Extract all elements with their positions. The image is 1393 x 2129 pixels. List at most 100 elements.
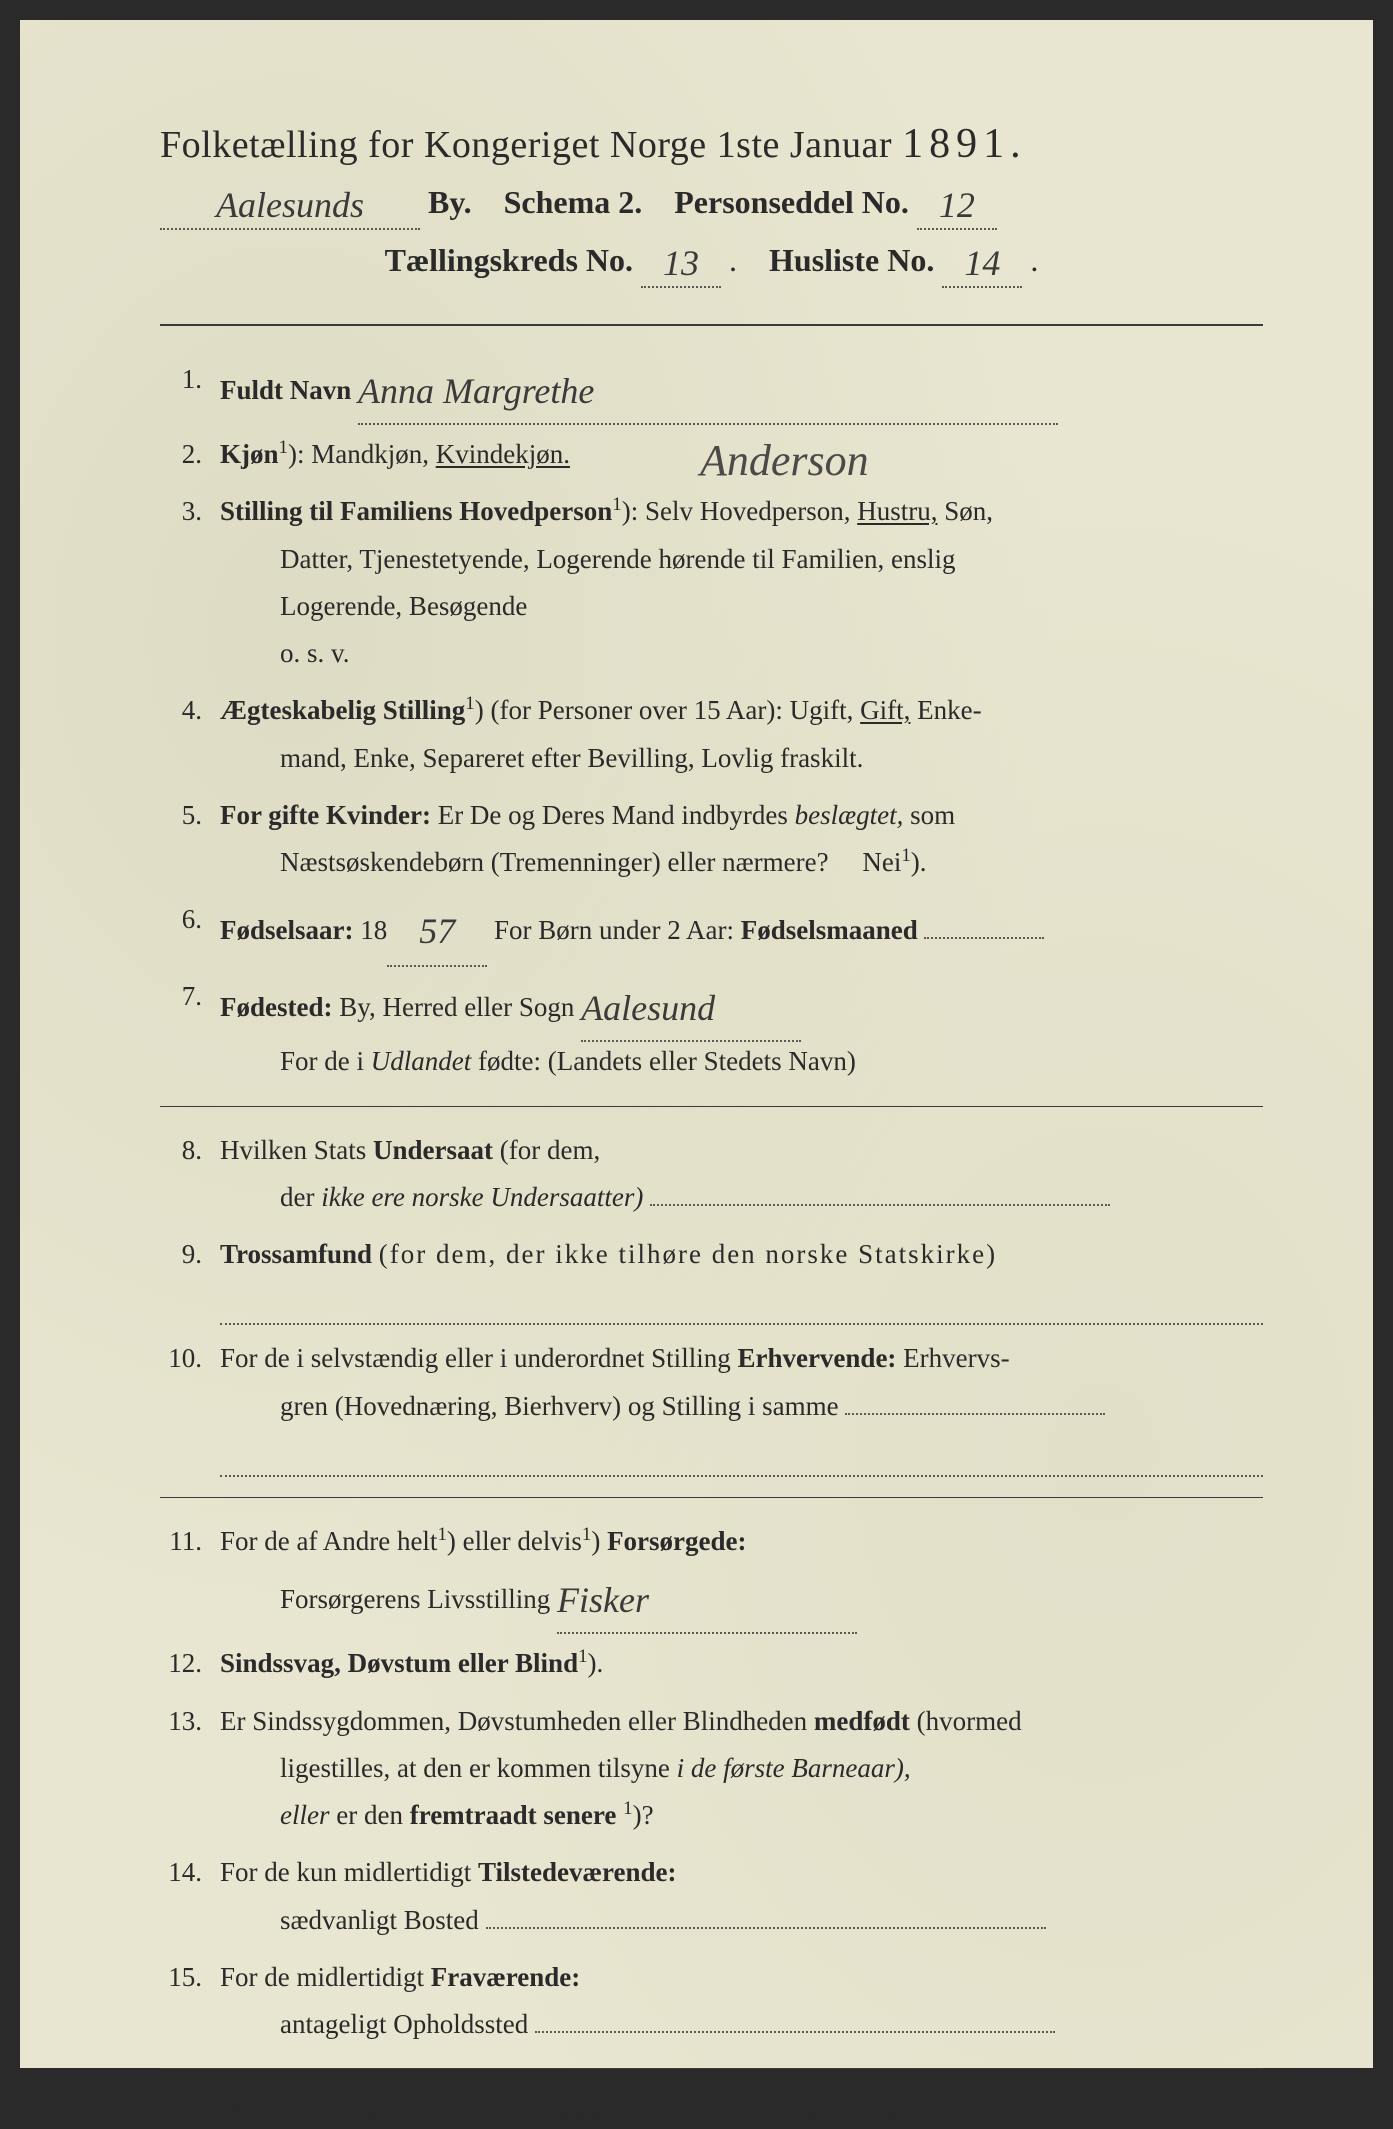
text: Logerende, Besøgende [220, 583, 1263, 630]
label-fuldt-navn: Fuldt Navn [220, 375, 351, 405]
kjon-mand: Mandkjøn, [311, 439, 429, 469]
fuldt-navn-value: Anna Margrethe [358, 360, 1058, 425]
divider-top [160, 324, 1263, 326]
entries-list: 1. Fuldt Navn Anna Margrethe 2. Kjøn1): … [160, 356, 1263, 2048]
entry-3: 3. Stilling til Familiens Hovedperson1):… [160, 488, 1263, 677]
label-erhvervende: Erhvervende: [737, 1343, 896, 1373]
entry-14: 14. For de kun midlertidigt Tilstedevære… [160, 1849, 1263, 1944]
text: Enke- [917, 695, 981, 725]
line2-wrap: antageligt Opholdssted [220, 2001, 1263, 2048]
trossamfund-field [220, 1282, 1263, 1325]
label-fremtraadt: fremtraadt senere [410, 1800, 617, 1830]
title-year: 1891. [902, 121, 1027, 167]
text: Udlandet [371, 1046, 472, 1076]
entry-num: 3. [160, 488, 220, 677]
livsstilling-value: Fisker [557, 1569, 857, 1634]
text: (for Personer over 15 Aar): [490, 695, 782, 725]
text: beslægtet, [795, 800, 904, 830]
text: For de i selvstændig eller i underordnet… [220, 1343, 731, 1373]
entry-content: For gifte Kvinder: Er De og Deres Mand i… [220, 792, 1263, 887]
entry-content: For de i selvstændig eller i underordnet… [220, 1335, 1263, 1477]
fodselsaar-value: 57 [387, 900, 487, 967]
footnote-text: De for hvert Tilfælde passende Ord under… [252, 2099, 908, 2128]
text: For de af Andre helt [220, 1526, 437, 1556]
text: der [280, 1182, 314, 1212]
entry-num: 1. [160, 356, 220, 421]
divider-mid-1 [160, 1106, 1263, 1107]
entry-content: For de kun midlertidigt Tilstedeværende:… [220, 1849, 1263, 1944]
text: mand, Enke, Separeret efter Bevilling, L… [220, 735, 1263, 782]
header-line-2: Aalesunds By. Schema 2. Personseddel No.… [160, 180, 1263, 226]
text: (for dem, [500, 1135, 600, 1165]
text: eller [280, 1800, 329, 1830]
gift-underlined: Gift, [860, 695, 910, 725]
entry-num: 15. [160, 1954, 220, 2049]
label-fodselsmaaned: Fødselsmaaned [741, 915, 918, 945]
entry-12: 12. Sindssvag, Døvstum eller Blind1). [160, 1640, 1263, 1687]
by-field: Aalesunds [160, 184, 420, 230]
text: er den [336, 1800, 403, 1830]
line2-wrap: Forsørgerens Livsstilling Fisker [220, 1565, 1263, 1630]
text: For de i [280, 1046, 364, 1076]
entry-content: Stilling til Familiens Hovedperson1): Se… [220, 488, 1263, 677]
line2-wrap: For de i Udlandet fødte: (Landets eller … [220, 1038, 1263, 1085]
entry-num: 13. [160, 1698, 220, 1840]
text: (for dem, der ikke tilhøre den norske St… [379, 1239, 997, 1269]
text: gren (Hovednæring, Bierhverv) og Stillin… [280, 1391, 839, 1421]
entry-11: 11. For de af Andre helt1) eller delvis1… [160, 1518, 1263, 1630]
text: Næstsøskendebørn (Tremenninger) eller næ… [280, 847, 829, 877]
entry-num: 9. [160, 1231, 220, 1325]
line3-wrap: eller er den fremtraadt senere 1)? [220, 1792, 1263, 1839]
entry-num: 8. [160, 1127, 220, 1222]
label-sindssvag: Sindssvag, Døvstum eller Blind [220, 1648, 578, 1678]
label-fodselsaar: Fødselsaar: [220, 915, 353, 945]
entry-content: Fødested: By, Herred eller Sogn Aalesund… [220, 973, 1263, 1085]
label-aegteskab: Ægteskabelig Stilling [220, 695, 465, 725]
entry-9: 9. Trossamfund (for dem, der ikke tilhør… [160, 1231, 1263, 1325]
husliste-label: Husliste No. [769, 242, 934, 278]
entry-4: 4. Ægteskabelig Stilling1) (for Personer… [160, 687, 1263, 782]
label-fodested: Fødested: [220, 992, 332, 1022]
text: sædvanligt Bosted [280, 1905, 479, 1935]
entry-content: Sindssvag, Døvstum eller Blind1). [220, 1640, 1263, 1687]
label-tilstedevaerende: Tilstedeværende: [478, 1857, 677, 1887]
entry-8: 8. Hvilken Stats Undersaat (for dem, der… [160, 1127, 1263, 1222]
taellingskreds-label: Tællingskreds No. [385, 242, 633, 278]
fodested-value: Aalesund [581, 977, 801, 1042]
personseddel-no: 12 [917, 184, 997, 230]
entry-num: 5. [160, 792, 220, 887]
nei-text: Nei [862, 847, 901, 877]
label-stilling: Stilling til Familiens Hovedperson [220, 496, 612, 526]
entry-content: Ægteskabelig Stilling1) (for Personer ov… [220, 687, 1263, 782]
entry-content: For de af Andre helt1) eller delvis1) Fo… [220, 1518, 1263, 1630]
text: Erhvervs- [903, 1343, 1009, 1373]
husliste-no: 14 [942, 242, 1022, 288]
text: i de første Barneaar), [677, 1753, 911, 1783]
text: Selv Hovedperson, [645, 496, 850, 526]
title-main: Folketælling for Kongeriget Norge 1ste J… [160, 124, 892, 166]
text: For de kun midlertidigt [220, 1857, 471, 1887]
fodselsmaaned-field [924, 937, 1044, 939]
text: Datter, Tjenestetyende, Logerende hørend… [220, 536, 1263, 583]
text: (hvormed [917, 1706, 1022, 1736]
entry-num: 14. [160, 1849, 220, 1944]
footnote-marker: ¹) [220, 2099, 242, 2128]
label-medfodt: medfødt [814, 1706, 910, 1736]
entry-num: 7. [160, 973, 220, 1085]
entry-15: 15. For de midlertidigt Fraværende: anta… [160, 1954, 1263, 2049]
text: By, Herred eller Sogn [339, 992, 574, 1022]
entry-num: 6. [160, 896, 220, 963]
text: Hvilken Stats [220, 1135, 366, 1165]
divider-bottom [160, 2068, 1263, 2069]
entry-2: 2. Kjøn1): Mandkjøn, Kvindekjøn. [160, 431, 1263, 478]
entry-num: 10. [160, 1335, 220, 1477]
entry-num: 11. [160, 1518, 220, 1630]
personseddel-label: Personseddel No. [674, 184, 909, 221]
erhverv-field [845, 1413, 1105, 1415]
text: Forsørgerens Livsstilling [280, 1584, 550, 1614]
bosted-field [486, 1927, 1046, 1929]
entry-content: Fuldt Navn Anna Margrethe [220, 356, 1263, 421]
year-prefix: 18 [360, 915, 387, 945]
line2-wrap: der ikke ere norske Undersaatter) [220, 1174, 1263, 1221]
entry-7: 7. Fødested: By, Herred eller Sogn Aales… [160, 973, 1263, 1085]
